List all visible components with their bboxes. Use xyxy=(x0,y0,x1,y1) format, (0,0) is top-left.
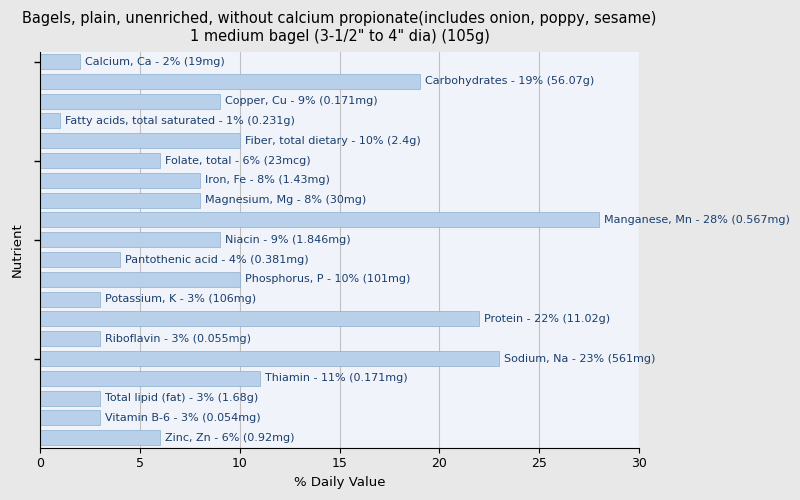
Text: Thiamin - 11% (0.171mg): Thiamin - 11% (0.171mg) xyxy=(265,374,407,384)
Text: Total lipid (fat) - 3% (1.68g): Total lipid (fat) - 3% (1.68g) xyxy=(105,393,258,403)
Text: Iron, Fe - 8% (1.43mg): Iron, Fe - 8% (1.43mg) xyxy=(205,176,330,186)
Text: Magnesium, Mg - 8% (30mg): Magnesium, Mg - 8% (30mg) xyxy=(205,195,366,205)
Bar xyxy=(40,332,100,346)
Text: Potassium, K - 3% (106mg): Potassium, K - 3% (106mg) xyxy=(105,294,256,304)
Text: Calcium, Ca - 2% (19mg): Calcium, Ca - 2% (19mg) xyxy=(85,56,225,66)
Text: Phosphorus, P - 10% (101mg): Phosphorus, P - 10% (101mg) xyxy=(245,274,410,284)
Text: Zinc, Zn - 6% (0.92mg): Zinc, Zn - 6% (0.92mg) xyxy=(165,432,294,442)
Y-axis label: Nutrient: Nutrient xyxy=(11,222,24,277)
Text: Fatty acids, total saturated - 1% (0.231g): Fatty acids, total saturated - 1% (0.231… xyxy=(65,116,295,126)
Bar xyxy=(40,173,200,188)
Bar xyxy=(40,272,240,286)
Text: Copper, Cu - 9% (0.171mg): Copper, Cu - 9% (0.171mg) xyxy=(225,96,378,106)
Bar xyxy=(40,153,160,168)
Bar xyxy=(40,312,479,326)
Bar xyxy=(40,74,419,88)
Text: Sodium, Na - 23% (561mg): Sodium, Na - 23% (561mg) xyxy=(504,354,656,364)
Bar xyxy=(40,54,80,69)
Text: Protein - 22% (11.02g): Protein - 22% (11.02g) xyxy=(485,314,610,324)
Bar xyxy=(40,192,200,208)
Title: Bagels, plain, unenriched, without calcium propionate(includes onion, poppy, ses: Bagels, plain, unenriched, without calci… xyxy=(22,11,657,44)
Bar xyxy=(40,390,100,406)
Text: Pantothenic acid - 4% (0.381mg): Pantothenic acid - 4% (0.381mg) xyxy=(125,254,309,264)
Text: Fiber, total dietary - 10% (2.4g): Fiber, total dietary - 10% (2.4g) xyxy=(245,136,421,145)
Bar xyxy=(40,134,240,148)
Bar xyxy=(40,252,120,267)
Bar xyxy=(40,351,499,366)
Bar xyxy=(40,212,599,228)
X-axis label: % Daily Value: % Daily Value xyxy=(294,476,386,489)
Text: Folate, total - 6% (23mcg): Folate, total - 6% (23mcg) xyxy=(165,156,310,166)
Bar xyxy=(40,371,260,386)
Bar xyxy=(40,292,100,306)
Text: Niacin - 9% (1.846mg): Niacin - 9% (1.846mg) xyxy=(225,234,350,244)
Text: Vitamin B-6 - 3% (0.054mg): Vitamin B-6 - 3% (0.054mg) xyxy=(105,413,261,423)
Text: Carbohydrates - 19% (56.07g): Carbohydrates - 19% (56.07g) xyxy=(425,76,594,86)
Bar xyxy=(40,94,220,108)
Text: Riboflavin - 3% (0.055mg): Riboflavin - 3% (0.055mg) xyxy=(105,334,251,344)
Bar xyxy=(40,410,100,426)
Bar xyxy=(40,114,60,128)
Text: Manganese, Mn - 28% (0.567mg): Manganese, Mn - 28% (0.567mg) xyxy=(604,215,790,225)
Bar xyxy=(40,232,220,247)
Bar xyxy=(40,430,160,445)
